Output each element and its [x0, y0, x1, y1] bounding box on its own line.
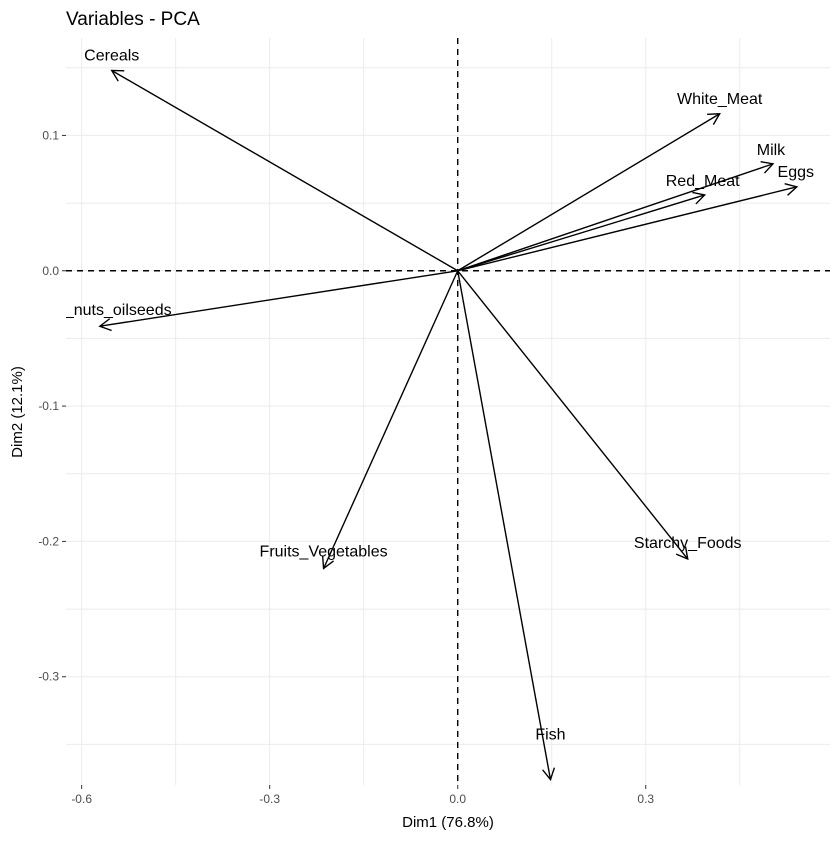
variable-label: _nuts_oilseeds — [64, 302, 172, 319]
arrow-_nuts_oilseeds — [98, 270, 458, 332]
x-tick-label: 0.3 — [637, 792, 654, 806]
variable-label: White_Meat — [677, 91, 763, 108]
y-tick-label: -0.1 — [38, 399, 59, 413]
y-axis: -0.3 -0.2 -0.1 0.0 0.1 — [38, 128, 66, 684]
arrow-milk — [457, 161, 775, 272]
x-tick-label: 0.0 — [449, 792, 466, 806]
variable-label: Milk — [757, 142, 786, 159]
x-tick-label: -0.6 — [71, 792, 92, 806]
y-axis-label: Dim2 (12.1%) — [9, 366, 26, 458]
x-axis: -0.6 -0.3 0.0 0.3 — [71, 785, 654, 806]
arrow-fish — [457, 270, 556, 782]
y-tick-label: 0.1 — [42, 128, 59, 142]
arrow-starchy_foods — [457, 270, 689, 561]
x-tick-label: -0.3 — [259, 792, 280, 806]
arrow-eggs — [457, 182, 799, 272]
arrow-cereals — [110, 69, 459, 272]
variable-label: Cereals — [84, 47, 139, 64]
variable-label: Starchy_Foods — [634, 535, 742, 552]
chart-title: Variables - PCA — [66, 9, 200, 30]
variable-label: Fruits_Vegetables — [260, 543, 388, 560]
variable-label: Fish — [535, 727, 565, 744]
arrow-fruits_vegetables — [321, 270, 459, 570]
arrows — [98, 69, 799, 782]
variable-labels: Cereals White_Meat Milk Eggs Red_Meat _nuts_o… — [64, 47, 814, 744]
reference-lines — [66, 38, 830, 785]
y-tick-label: 0.0 — [42, 264, 59, 278]
variable-label: Eggs — [778, 164, 814, 181]
y-tick-label: -0.3 — [38, 670, 59, 684]
x-axis-label: Dim1 (76.8%) — [402, 814, 494, 831]
y-tick-label: -0.2 — [38, 534, 59, 548]
arrow-red_meat — [457, 191, 707, 272]
grid — [66, 38, 830, 785]
variable-label: Red_Meat — [666, 173, 740, 190]
arrow-white_meat — [457, 113, 721, 272]
